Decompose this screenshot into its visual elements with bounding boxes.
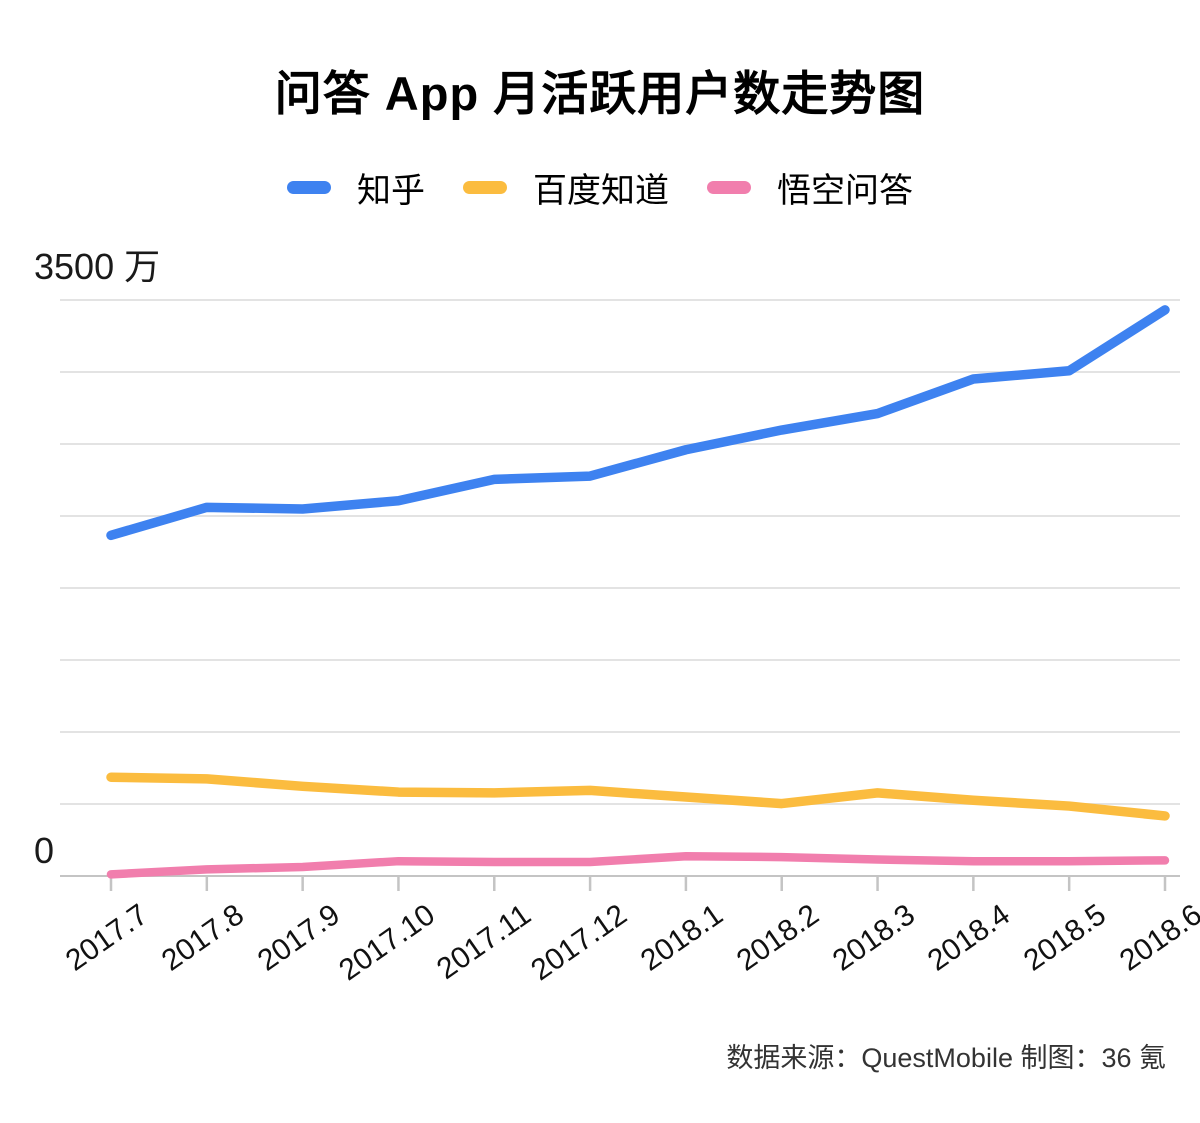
legend: 知乎 百度知道 悟空问答: [0, 163, 1200, 212]
zhihu-line: [106, 305, 1170, 541]
chart-title: 问答 App 月活跃用户数走势图: [274, 67, 926, 120]
y-axis-min-label: 0: [34, 830, 55, 871]
legend-item-baidu-zhidao: 百度知道: [463, 163, 669, 212]
legend-label-baidu-zhidao: 百度知道: [533, 172, 669, 210]
wukong-wenda-line: [106, 852, 1170, 879]
legend-label-wukong-wenda: 悟空问答: [777, 172, 913, 210]
legend-label-zhihu: 知乎: [357, 172, 425, 210]
legend-swatch-zhihu: [287, 181, 331, 194]
baidu-zhidao-line: [106, 772, 1170, 821]
legend-item-wukong-wenda: 悟空问答: [707, 163, 913, 212]
source-note: 数据来源：QuestMobile 制图：36 氪: [726, 1043, 1166, 1073]
legend-swatch-wukong-wenda: [707, 181, 751, 194]
legend-swatch-baidu-zhidao: [463, 181, 507, 194]
legend-item-zhihu: 知乎: [287, 163, 425, 212]
y-axis-max-label: 3500 万: [34, 246, 161, 287]
